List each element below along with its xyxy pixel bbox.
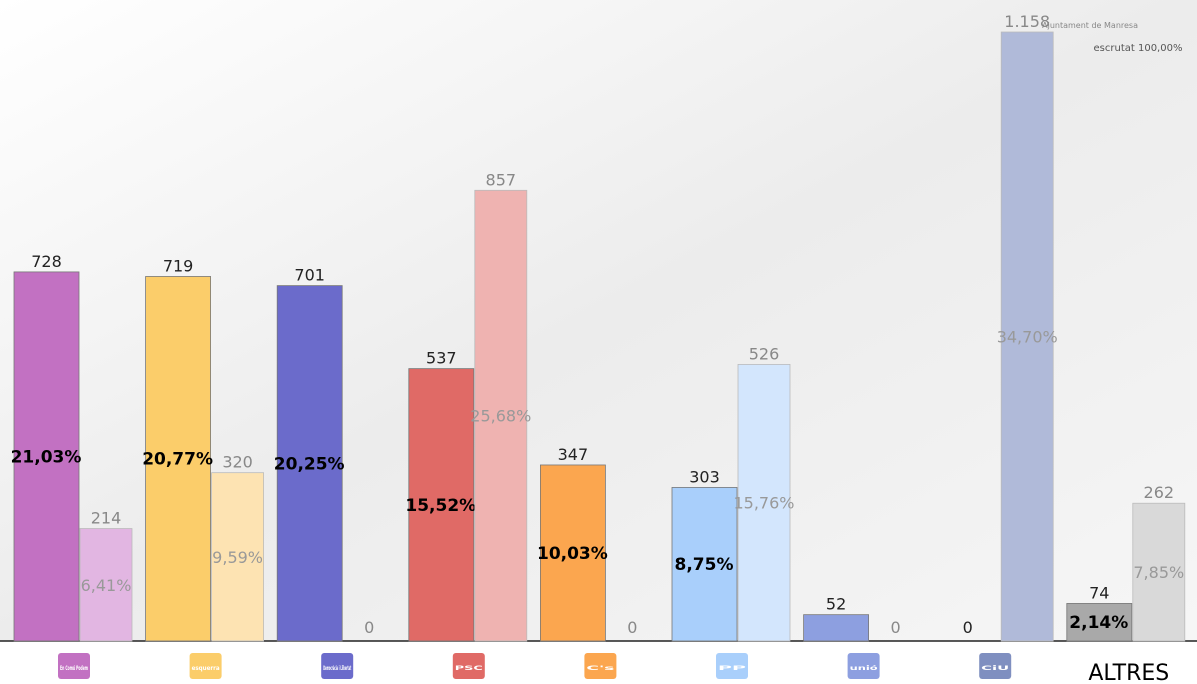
share-label: 21,03%	[11, 447, 82, 467]
category-label: En Comú Podem	[60, 665, 88, 672]
count-label: 0	[963, 618, 973, 637]
count-label: 526	[749, 344, 780, 363]
share-label: 7,85%	[1133, 563, 1184, 582]
share-label: 6,41%	[81, 576, 132, 595]
share-label: 9,59%	[212, 548, 263, 567]
share-label: 25,68%	[470, 407, 531, 426]
count-label: 0	[627, 618, 637, 637]
count-label: 214	[91, 509, 122, 528]
category-label: unió	[850, 665, 878, 672]
category-label: C's	[586, 665, 615, 672]
count-label: 303	[689, 467, 720, 486]
share-label: 15,52%	[405, 496, 476, 516]
count-label: 728	[31, 252, 62, 271]
share-label: 15,76%	[733, 494, 794, 513]
count-label: 701	[294, 266, 325, 285]
share-label: 8,75%	[675, 555, 734, 575]
count-label: 0	[891, 618, 901, 637]
count-label: 1.158	[1004, 12, 1050, 31]
share-label: 20,77%	[142, 450, 213, 470]
category-label: PSC	[455, 665, 484, 672]
bar	[804, 615, 869, 641]
category-label: Democràcia i Llibertat	[323, 665, 351, 672]
count-label: 537	[426, 349, 457, 368]
share-label: 34,70%	[997, 328, 1058, 347]
count-label: 52	[826, 595, 846, 614]
count-label: 74	[1089, 583, 1109, 602]
category-label: PP	[718, 665, 748, 672]
count-label: 0	[364, 618, 374, 637]
header-title: Ajuntament de Manresa	[1042, 21, 1138, 30]
count-label: 347	[558, 445, 589, 464]
share-label: 20,25%	[274, 454, 345, 474]
category-label: CiU	[981, 665, 1009, 672]
count-label: 719	[163, 256, 194, 275]
chart: Ajuntament de Manresa escrutat 100,00% 7…	[0, 0, 1197, 684]
count-label: 320	[222, 453, 253, 472]
header-subtitle: escrutat 100,00%	[1094, 43, 1183, 54]
share-label: 10,03%	[537, 544, 608, 564]
category-label: ALTRES	[1088, 661, 1169, 684]
count-label: 262	[1144, 483, 1175, 502]
share-label: 2,14%	[1069, 613, 1128, 633]
category-label: esquerra	[192, 665, 220, 672]
count-label: 857	[486, 170, 517, 189]
